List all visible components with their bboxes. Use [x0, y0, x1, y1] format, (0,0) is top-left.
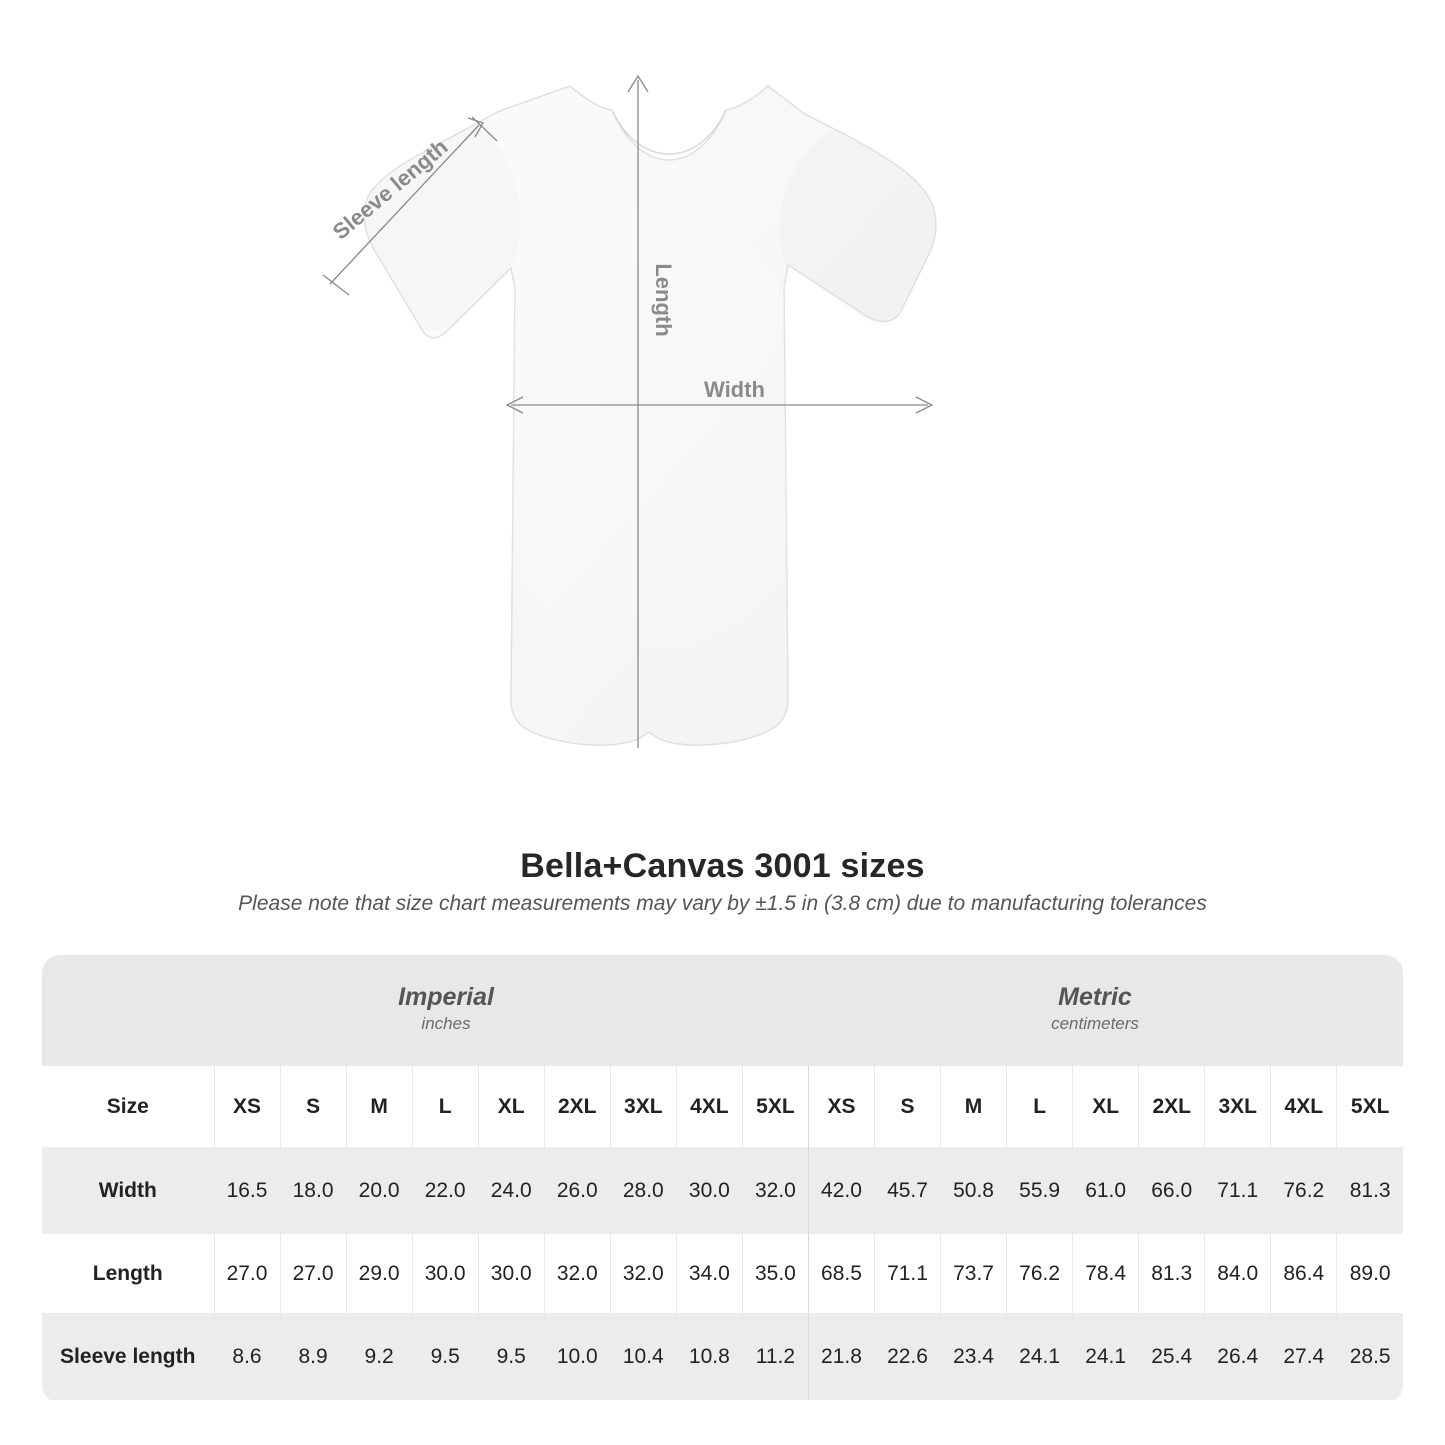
svg-text:Width: Width: [704, 377, 765, 402]
svg-text:Length: Length: [651, 263, 676, 336]
